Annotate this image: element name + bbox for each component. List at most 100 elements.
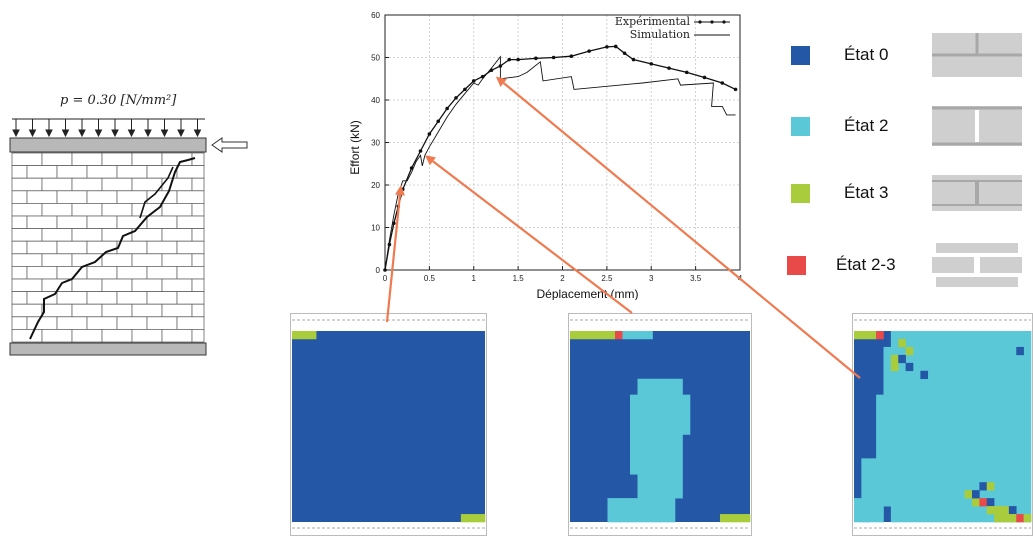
load-arrow-icon [78,119,86,138]
damage-cell-etat3 [460,514,486,523]
brick [146,215,178,230]
load-arrow-icon [160,119,169,138]
brick [26,316,58,330]
brick [191,177,205,192]
brick [131,253,163,267]
brick [71,228,103,242]
damage-cell-etat2 [637,378,683,395]
data-point [569,54,574,59]
brick [101,203,133,217]
brick [131,328,163,343]
damage-cell-etat3 [994,514,1017,523]
damage-cell-etat2 [630,434,683,475]
legend-swatch [791,46,810,65]
brick [101,303,133,318]
brick [26,240,58,255]
data-point [418,149,423,153]
brick [11,152,43,167]
x-tick-label: 4 [738,274,743,283]
brick [41,303,73,318]
data-point [507,57,512,62]
damage-cell-etat23 [979,498,988,507]
brick [11,265,28,280]
data-point [516,57,520,62]
data-point [400,187,405,192]
damage-cell-etat2 [607,498,676,523]
wall-load-label: p = 0.30 [N/mm²] [60,93,177,108]
data-point [720,81,725,85]
series-line [384,45,736,271]
brick [176,291,205,305]
brick [116,190,148,204]
brick [176,316,205,330]
load-arrow-icon [28,119,37,138]
damage-cell-etat0 [905,362,914,372]
brick [86,215,118,230]
y-tick-label: 30 [371,139,380,148]
damage-cell-etat3 [986,506,1010,515]
damage-cell-etat23 [876,331,884,340]
brick [86,291,118,305]
legend-entry-marker [698,20,702,24]
brick [146,291,178,305]
damage-map-state-2 [568,313,752,536]
brick [116,240,148,255]
brick [11,240,28,255]
data-point [463,87,467,92]
y-tick-label: 50 [371,54,380,63]
brick [86,240,118,255]
brick [41,253,73,267]
data-point [587,49,591,53]
damage-cell-etat3 [570,331,616,340]
legend-label: État 2-3 [836,255,896,274]
damage-cell-base [292,331,485,522]
brick [11,316,28,330]
brick [191,228,205,242]
damage-cell-etat2 [890,331,1032,523]
brick [176,265,205,280]
data-point [534,56,538,61]
load-arrow-icon [177,119,185,138]
crack-line-2 [139,166,174,219]
brick [116,291,148,305]
y-tick-label: 40 [371,96,380,105]
data-point [396,204,401,209]
brick-intact-icon [932,33,1022,77]
brick [101,253,133,267]
brick [131,303,163,318]
brick [71,152,103,167]
legend-row: État 2-3 [780,243,1033,287]
legend-entry-marker [722,20,726,24]
damage-cell-etat3 [905,346,914,356]
damage-cell-etat2 [622,331,653,340]
load-arrow-icon [127,119,136,138]
series-experimental [383,44,738,272]
load-arrow-icon [193,119,202,138]
x-tick-label: 1.5 [513,274,525,283]
legend-label: État 3 [844,183,889,202]
damage-cell-etat3 [890,362,899,372]
brick [191,328,205,343]
brick [26,190,58,204]
brick [131,177,163,192]
load-arrow-icon [94,119,103,138]
damage-cell-etat3 [964,490,973,499]
legend-swatch [791,117,810,136]
legend-entry-label: Simulation [630,28,690,41]
brick [56,190,88,204]
brick [71,203,103,217]
brick [26,215,58,230]
brick [116,316,148,330]
damage-cell-etat0 [979,482,988,491]
damage-cell-etat0 [1008,506,1017,515]
brick-courses [11,152,205,343]
data-point [605,45,609,49]
data-point [702,75,707,80]
brick [161,328,193,343]
x-axis-label: Déplacement (mm) [536,287,638,300]
brick [86,316,118,330]
brick [176,240,205,255]
load-arrow-icon [45,119,53,138]
legend-label: État 0 [844,45,889,64]
damage-cell-etat23 [615,331,623,340]
